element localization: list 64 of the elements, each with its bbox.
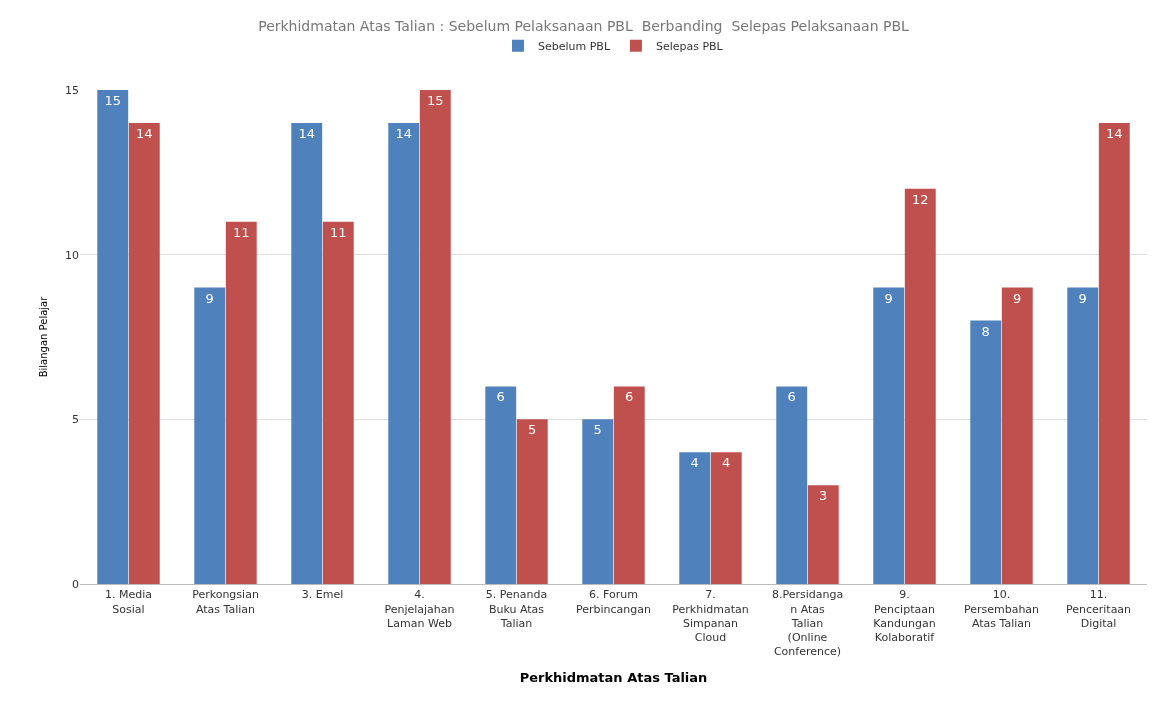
bar xyxy=(807,485,839,584)
x-tick-label: Perkongsian Atas Talian xyxy=(192,588,259,616)
legend-label: Sebelum PBL xyxy=(538,40,611,54)
legend-label: Selepas PBL xyxy=(655,40,724,54)
data-label: 9 xyxy=(884,290,893,306)
bar xyxy=(225,221,257,584)
data-label: 4 xyxy=(722,455,731,471)
data-label: 8 xyxy=(981,323,990,339)
bar xyxy=(97,90,129,584)
data-label: 15 xyxy=(426,93,444,108)
bar xyxy=(419,90,451,584)
data-label: 11 xyxy=(329,224,347,240)
bar xyxy=(582,419,614,584)
data-label: 15 xyxy=(104,93,122,108)
y-tick-label: 0 xyxy=(72,577,79,591)
data-label: 14 xyxy=(395,125,413,141)
bar xyxy=(516,419,548,584)
data-label: 14 xyxy=(298,125,316,141)
x-tick-label: 4. Penjelajahan Laman Web xyxy=(384,588,455,630)
x-tick-label: 7. Perkhidmatan Simpanan Cloud xyxy=(672,588,749,645)
data-label: 9 xyxy=(205,290,214,306)
bar xyxy=(873,287,905,584)
data-label: 6 xyxy=(787,389,796,405)
data-label: 11 xyxy=(232,224,250,240)
bar xyxy=(1098,122,1130,584)
bar xyxy=(388,122,420,584)
data-label: 5 xyxy=(593,422,602,438)
data-label: 6 xyxy=(496,389,505,405)
data-label: 12 xyxy=(911,191,929,207)
bar xyxy=(322,221,354,584)
x-tick-label: 9. Penciptaan Kandungan Kolaboratif xyxy=(873,588,936,645)
x-tick-label: 1. Media Sosial xyxy=(104,588,153,616)
data-label: 9 xyxy=(1078,290,1087,306)
x-tick-label: 6. Forum Perbincangan xyxy=(576,588,652,616)
chart-title: Perkhidmatan Atas Talian : Sebelum Pelaksanaan PBL Berbanding Selepas Pelaksanaan PBL xyxy=(258,17,909,34)
x-tick-label: 11. Penceritaan Digital xyxy=(1065,588,1132,630)
bar xyxy=(128,122,160,584)
bar xyxy=(291,122,323,584)
y-tick-label: 5 xyxy=(72,413,79,427)
data-label: 5 xyxy=(528,422,537,438)
bar xyxy=(194,287,226,584)
x-tick-label: 10. Persembahan Atas Talian xyxy=(963,588,1040,630)
bar xyxy=(1001,287,1033,584)
bar xyxy=(904,188,936,584)
data-label: 14 xyxy=(135,125,153,141)
y-tick-label: 15 xyxy=(65,83,79,97)
data-label: 4 xyxy=(690,455,699,471)
data-label: 14 xyxy=(1105,125,1123,141)
bar xyxy=(710,452,742,584)
x-tick-label: 3. Emel xyxy=(301,588,344,602)
y-tick-label: 10 xyxy=(65,248,79,262)
bar xyxy=(485,386,517,584)
bar xyxy=(970,320,1002,584)
data-label: 6 xyxy=(625,389,634,405)
x-tick-label: 5. Penanda Buku Atas Talian xyxy=(485,588,548,630)
bar xyxy=(1067,287,1099,584)
data-label: 9 xyxy=(1013,290,1022,306)
bar xyxy=(679,452,711,584)
x-axis-title: Perkhidmatan Atas Talian xyxy=(519,670,708,685)
x-tick-label: 8.Persidangan Atas Talian (Online Conference) xyxy=(771,588,844,659)
bar xyxy=(613,386,645,584)
y-axis-title: Bilangan Pelajar xyxy=(38,295,49,378)
data-label: 3 xyxy=(819,488,828,504)
bar xyxy=(776,386,808,584)
